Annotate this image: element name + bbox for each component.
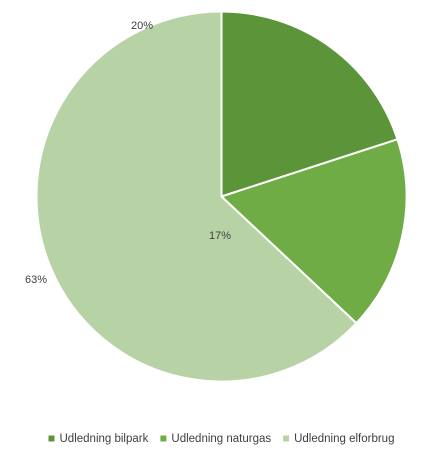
- pie-data-labels: 20% 17% 63%: [25, 20, 231, 286]
- data-label-udledning-bilpark: 20%: [131, 20, 153, 32]
- pie-slice-udledning-elforbrug: [35, 10, 358, 383]
- data-label-udledning-elforbrug: 63%: [25, 274, 47, 286]
- legend-item-udledning-naturgas: Udledning naturgas: [160, 433, 271, 445]
- legend-item-udledning-elforbrug: Udledning elforbrug: [283, 433, 394, 445]
- legend-label-udledning-elforbrug: Udledning elforbrug: [294, 433, 394, 445]
- legend-marker-udledning-elforbrug: [283, 435, 290, 442]
- legend-item-udledning-bilpark: Udledning bilpark: [48, 433, 149, 445]
- legend-label-udledning-naturgas: Udledning naturgas: [171, 433, 271, 445]
- pie-slices: [35, 10, 408, 383]
- legend: Udledning bilpark Udledning naturgas Udled…: [48, 433, 394, 445]
- data-label-udledning-naturgas: 17%: [209, 230, 231, 242]
- pie-slice-udledning-naturgas: [220, 138, 408, 325]
- pie-slice-udledning-bilpark: [220, 10, 399, 198]
- legend-marker-udledning-bilpark: [48, 435, 55, 442]
- legend-label-udledning-bilpark: Udledning bilpark: [60, 433, 149, 445]
- legend-marker-udledning-naturgas: [160, 435, 167, 442]
